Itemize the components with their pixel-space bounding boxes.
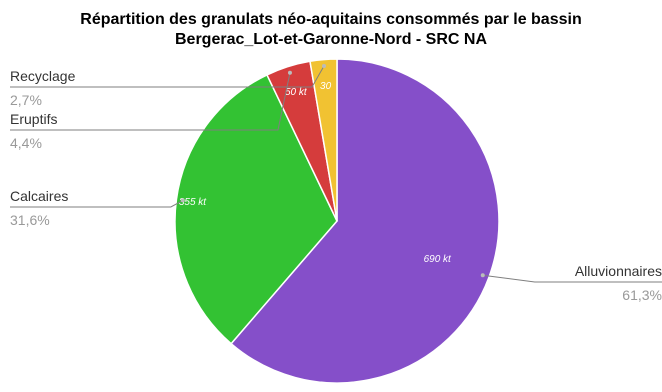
category-label-calcaires: Calcaires bbox=[10, 188, 68, 204]
chart-title-line-2: Bergerac_Lot-et-Garonne-Nord - SRC NA bbox=[174, 31, 488, 48]
category-label-alluvionnaires: Alluvionnaires bbox=[575, 263, 662, 279]
value-label-alluvionnaires: 690 kt bbox=[424, 254, 452, 265]
pie-slice-alluvionnaires bbox=[230, 58, 500, 384]
percent-label-eruptifs: 4,4% bbox=[10, 135, 42, 151]
leader-line-recyclage bbox=[10, 65, 325, 88]
leader-line-eruptifs bbox=[10, 72, 291, 131]
leader-dot-recyclage bbox=[321, 64, 326, 69]
leader-dot-calcaires bbox=[180, 198, 185, 203]
category-label-recyclage: Recyclage bbox=[10, 68, 76, 84]
percent-label-recyclage: 2,7% bbox=[10, 92, 42, 108]
category-label-eruptifs: Eruptifs bbox=[10, 111, 57, 127]
leader-line-alluvionnaires bbox=[482, 274, 662, 283]
leader-line-calcaires bbox=[10, 199, 184, 208]
leader-dot-alluvionnaires bbox=[480, 273, 485, 278]
pie-slice-recyclage bbox=[309, 58, 338, 222]
value-label-recyclage: 30 bbox=[320, 81, 332, 92]
value-label-eruptifs: 50 kt bbox=[285, 87, 308, 98]
value-label-calcaires: 355 kt bbox=[179, 197, 207, 208]
percent-label-calcaires: 31,6% bbox=[10, 212, 50, 228]
pie-slice-calcaires bbox=[174, 73, 338, 345]
chart-title-line-1: Répartition des granulats néo-aquitains … bbox=[80, 11, 582, 28]
leader-dot-eruptifs bbox=[287, 70, 292, 75]
percent-label-alluvionnaires: 61,3% bbox=[622, 287, 662, 303]
